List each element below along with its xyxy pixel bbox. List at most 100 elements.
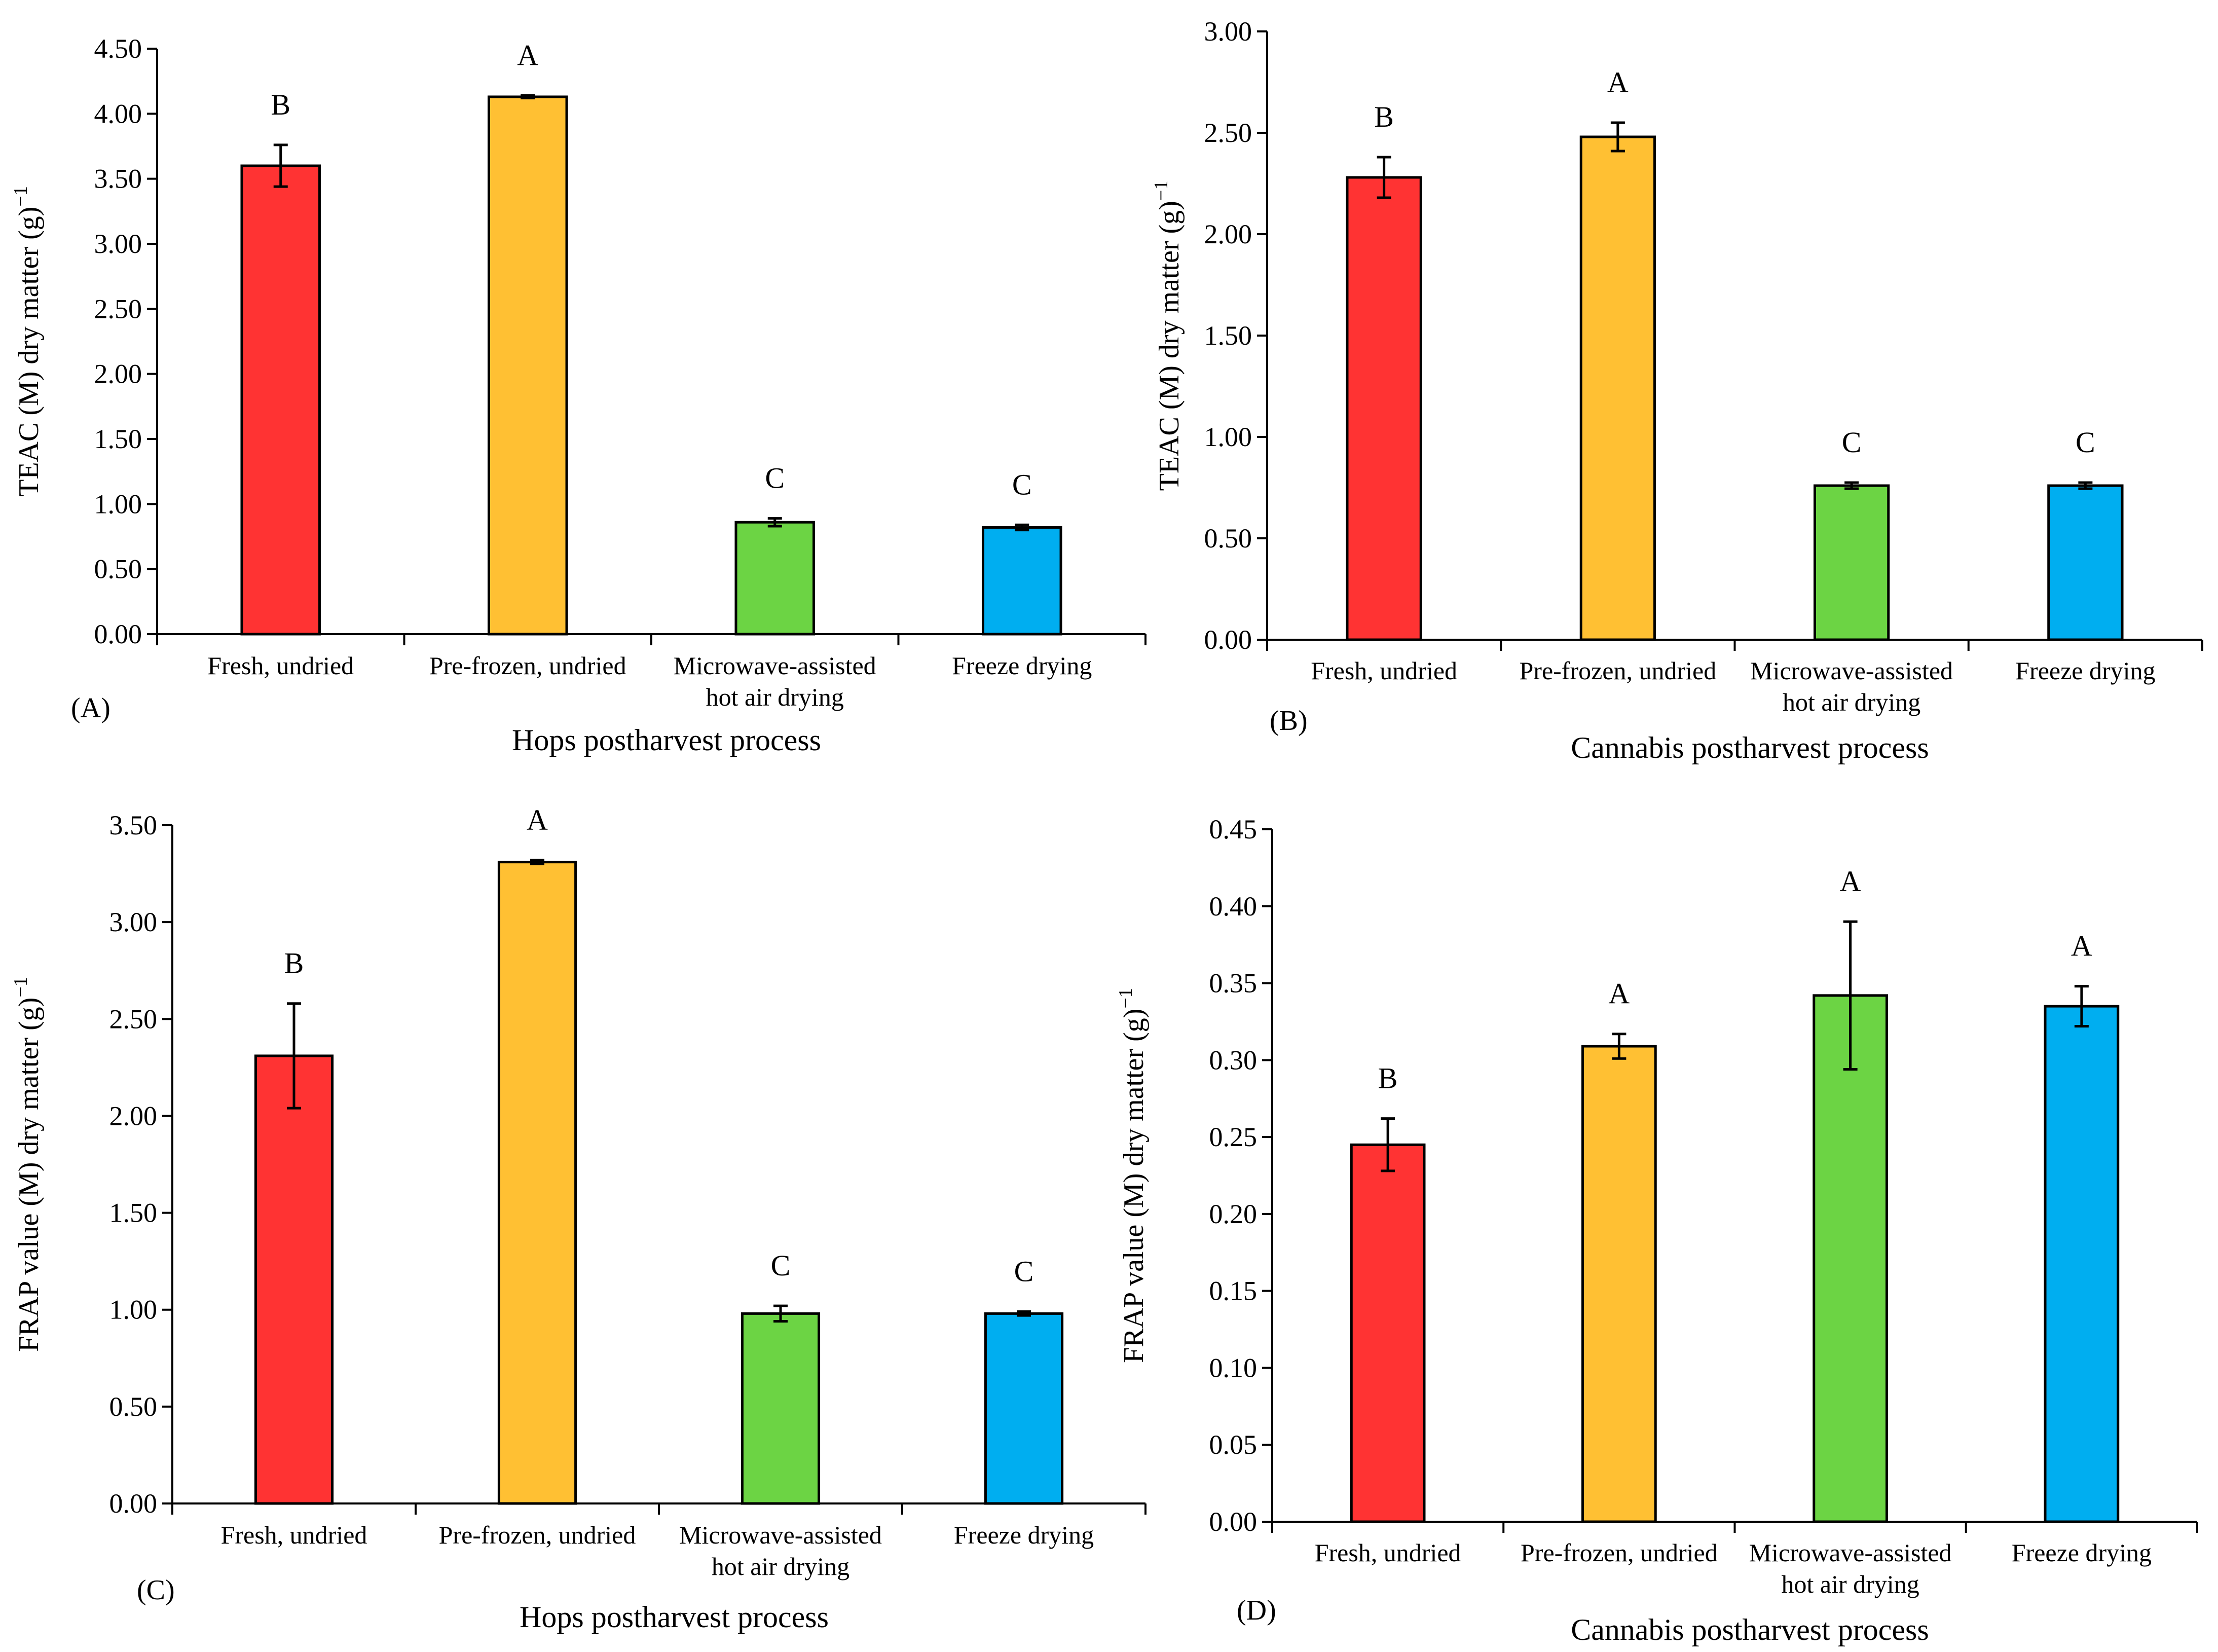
- y-tick-label: 0.30: [1209, 1045, 1258, 1075]
- y-tick-label: 3.50: [109, 810, 158, 840]
- y-tick-label: 2.50: [1204, 118, 1252, 148]
- bar: [2047, 484, 2124, 641]
- y-tick-label: 0.05: [1209, 1429, 1258, 1460]
- y-tick-label: 0.50: [109, 1391, 158, 1422]
- panel-label: (C): [137, 1574, 175, 1606]
- bar: [984, 1312, 1064, 1505]
- category-label: Microwave-assisted: [1749, 1538, 1952, 1567]
- x-axis-title: Hops postharvest process: [512, 723, 821, 757]
- panel-label: (A): [71, 692, 110, 724]
- y-tick-label: 1.00: [94, 489, 142, 519]
- significance-letter: B: [271, 88, 290, 121]
- y-axis-title: FRAP value (M) dry matter (g)−1: [10, 977, 45, 1352]
- y-tick-label: 4.00: [94, 98, 142, 129]
- y-axis-title: FRAP value (M) dry matter (g)−1: [1115, 988, 1150, 1363]
- y-tick-label: 2.00: [1204, 219, 1252, 249]
- significance-letter: A: [1608, 977, 1630, 1010]
- category-label: Pre-frozen, undried: [429, 651, 626, 680]
- y-tick-label: 2.00: [94, 359, 142, 389]
- y-axis-title: TEAC (M) dry matter (g)−1: [1151, 180, 1185, 491]
- bar: [497, 861, 577, 1505]
- panel-label: (D): [1237, 1595, 1276, 1626]
- bar: [1813, 994, 1888, 1523]
- significance-letter: C: [2076, 426, 2095, 459]
- y-tick-label: 1.00: [109, 1295, 158, 1325]
- bar: [240, 164, 321, 636]
- y-tick-label: 0.15: [1209, 1276, 1258, 1306]
- category-label: Microwave-assisted: [679, 1521, 882, 1549]
- y-axis-title: TEAC (M) dry matter (g)−1: [10, 186, 45, 497]
- y-axis-title-superscript: −1: [10, 977, 31, 997]
- y-tick-label: 0.00: [1209, 1507, 1258, 1537]
- x-axis-title: Cannabis postharvest process: [1571, 1613, 1929, 1646]
- category-label: Fresh, undried: [1311, 656, 1457, 685]
- significance-letter: A: [2071, 930, 2092, 963]
- y-tick-label: 0.00: [109, 1488, 158, 1519]
- significance-letter: C: [771, 1249, 791, 1282]
- y-tick-label: 3.00: [109, 907, 158, 937]
- bar: [741, 1312, 821, 1505]
- category-label: Freeze drying: [954, 1521, 1094, 1549]
- y-tick-label: 3.00: [1204, 16, 1252, 47]
- chart-panel-a: 0.00 0.50 1.00 1.50 2.00 2.50 3.00 3.50 4.00 4.50…: [10, 33, 1147, 757]
- y-tick-label: 0.35: [1209, 968, 1258, 999]
- category-label: Freeze drying: [952, 651, 1092, 680]
- x-axis-title: Hops postharvest process: [520, 1600, 829, 1634]
- y-tick-label: 1.50: [1204, 320, 1252, 351]
- significance-letter: C: [1012, 468, 1032, 501]
- significance-letter: C: [1014, 1255, 1034, 1288]
- category-label: hot air drying: [706, 683, 844, 711]
- category-label: Freeze drying: [2012, 1538, 2152, 1567]
- y-tick-label: 0.50: [1204, 523, 1252, 554]
- chart-panel-b: 0.00 0.50 1.00 1.50 2.00 2.50 3.00 B Fresh, undr…: [1151, 16, 2203, 764]
- significance-letter: A: [517, 39, 538, 71]
- panel-label: (B): [1270, 705, 1308, 737]
- y-axis-title-text: TEAC (M) dry matter (g): [1154, 201, 1185, 491]
- significance-letter: C: [765, 462, 785, 495]
- bar: [1579, 135, 1656, 641]
- category-label: Freeze drying: [2015, 656, 2155, 685]
- category-label: Pre-frozen, undried: [1520, 656, 1717, 685]
- bar: [1350, 1143, 1426, 1523]
- category-label: Fresh, undried: [221, 1521, 367, 1549]
- chart-panel-d: 0.00 0.05 0.10 0.15 0.20 0.25 0.30 0.35 0.40 0.45…: [1115, 814, 2198, 1646]
- bar: [1581, 1045, 1657, 1523]
- chart-panel-c: 0.00 0.50 1.00 1.50 2.00 2.50 3.00 3.50 B Fresh, …: [10, 803, 1147, 1634]
- bar: [254, 1054, 334, 1505]
- y-tick-label: 0.20: [1209, 1199, 1258, 1229]
- significance-letter: A: [527, 803, 548, 836]
- x-axis-title: Cannabis postharvest process: [1571, 731, 1929, 764]
- y-tick-label: 0.50: [94, 554, 142, 584]
- significance-letter: B: [1378, 1062, 1398, 1095]
- y-tick-label: 1.50: [109, 1198, 158, 1228]
- category-label: Microwave-assisted: [674, 651, 876, 680]
- y-tick-label: 2.50: [109, 1004, 158, 1034]
- y-tick-label: 2.50: [94, 293, 142, 324]
- y-tick-label: 3.00: [94, 229, 142, 259]
- significance-letter: A: [1607, 66, 1629, 99]
- category-label: Pre-frozen, undried: [1521, 1538, 1718, 1567]
- y-tick-label: 4.50: [94, 33, 142, 64]
- y-axis-title-superscript: −1: [1115, 988, 1136, 1008]
- significance-letter: C: [1842, 426, 1862, 459]
- y-axis-title-superscript: −1: [10, 186, 31, 206]
- bar: [487, 95, 568, 636]
- y-tick-label: 0.25: [1209, 1122, 1258, 1152]
- bar: [981, 526, 1062, 636]
- y-tick-label: 0.40: [1209, 891, 1258, 922]
- significance-letter: A: [1840, 865, 1861, 898]
- y-tick-label: 0.00: [94, 619, 142, 649]
- y-axis-title-text: FRAP value (M) dry matter (g): [13, 998, 45, 1352]
- y-tick-label: 1.00: [1204, 422, 1252, 452]
- category-label: Pre-frozen, undried: [439, 1521, 636, 1549]
- category-label: Fresh, undried: [1315, 1538, 1461, 1567]
- bar: [734, 521, 816, 636]
- y-tick-label: 0.45: [1209, 814, 1258, 845]
- y-tick-label: 0.00: [1204, 625, 1252, 655]
- category-label: hot air drying: [1782, 1570, 1919, 1598]
- bar: [1813, 484, 1890, 641]
- y-axis-title-superscript: −1: [1151, 180, 1172, 201]
- y-tick-label: 2.00: [109, 1100, 158, 1131]
- bar: [2044, 1005, 2120, 1523]
